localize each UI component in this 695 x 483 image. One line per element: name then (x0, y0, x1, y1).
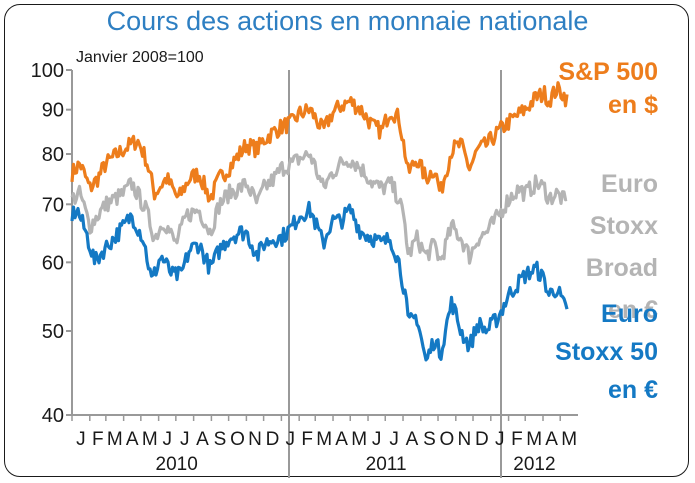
y-tick-label: 40 (42, 405, 64, 427)
x-tick-label: A (406, 429, 419, 450)
x-tick-label: D (475, 429, 489, 450)
series-line (70, 150, 568, 265)
x-tick-label: S (214, 429, 227, 450)
x-year-label: 2010 (156, 454, 198, 475)
chart-title: Cours des actions en monnaie nationale (106, 6, 589, 36)
chart-subtitle: Janvier 2008=100 (76, 49, 204, 66)
series-group (70, 81, 569, 362)
x-tick-label: J (286, 429, 296, 450)
y-tick-label: 70 (42, 194, 64, 216)
x-tick-label: F (92, 429, 104, 450)
x-tick-label: J (389, 429, 399, 450)
y-tick-label: 80 (42, 144, 64, 166)
series-label: Euro (601, 300, 658, 328)
x-tick-label: S (423, 429, 436, 450)
y-tick-label: 90 (42, 100, 64, 122)
x-tick-label: M (351, 429, 367, 450)
series-label: en € (608, 376, 658, 404)
x-tick-label: N (248, 429, 262, 450)
x-tick-label: F (511, 429, 523, 450)
x-year-label: 2011 (366, 454, 407, 475)
x-tick-label: M (316, 429, 332, 450)
x-tick-label: J (180, 429, 190, 450)
x-tick-label: J (162, 429, 172, 450)
x-tick-label: N (458, 429, 472, 450)
series-label: S&P 500 (558, 58, 658, 86)
y-tick-label: 60 (42, 252, 64, 274)
y-tick-label: 50 (42, 321, 64, 343)
x-tick-label: O (230, 429, 245, 450)
x-tick-label: O (440, 429, 455, 450)
x-tick-label: A (545, 429, 558, 450)
series-line (70, 81, 569, 203)
y-axis-ticks: 40 50 60 70 80 90 100 (31, 60, 72, 427)
x-tick-label: A (126, 429, 139, 450)
x-year-label: 2012 (513, 454, 555, 475)
x-tick-label: D (266, 429, 280, 450)
x-tick-label: F (301, 429, 313, 450)
x-tick-label: A (335, 429, 348, 450)
x-tick-label: J (495, 429, 505, 450)
series-label: Euro (601, 170, 658, 198)
x-tick-label: A (196, 429, 209, 450)
x-tick-label: J (76, 429, 86, 450)
series-label: Stoxx (590, 212, 658, 240)
series-label: en € (608, 296, 658, 324)
chart-frame (4, 4, 689, 477)
series-label: Broad (586, 254, 658, 282)
x-tick-label: M (142, 429, 158, 450)
y-tick-label: 100 (31, 60, 64, 82)
x-tick-label: M (526, 429, 542, 450)
x-tick-label: M (107, 429, 123, 450)
x-tick-label: M (561, 429, 577, 450)
series-line (70, 200, 569, 362)
series-label: en $ (608, 91, 658, 119)
series-label: Stoxx 50 (555, 338, 658, 366)
x-tick-label: J (372, 429, 382, 450)
